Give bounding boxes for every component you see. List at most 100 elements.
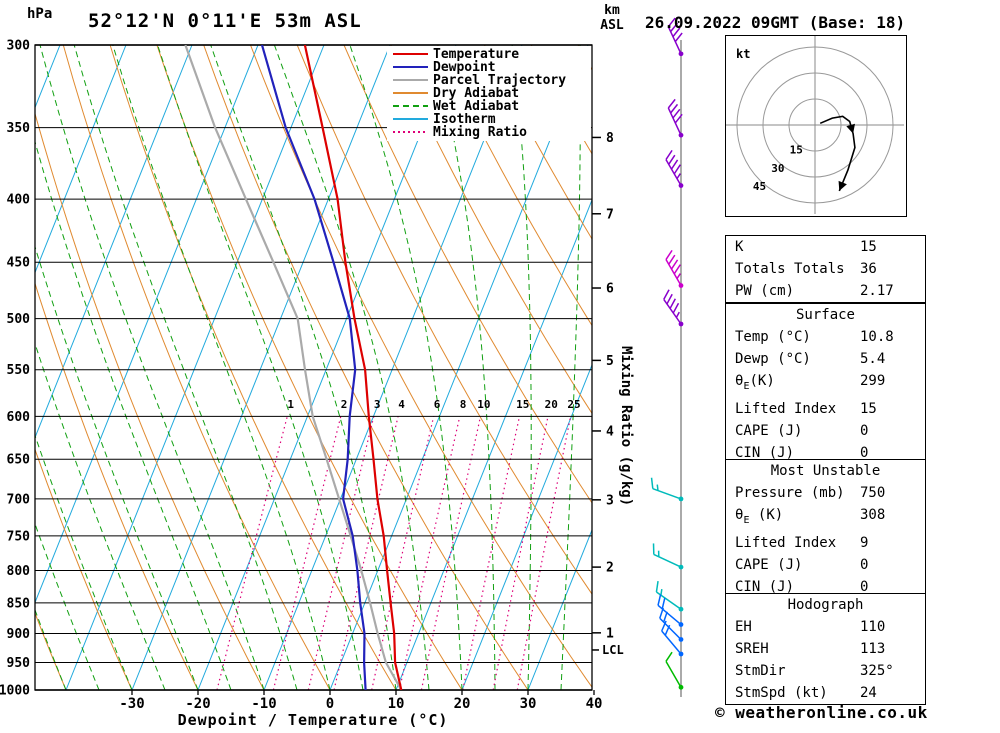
svg-text:15: 15 [790,143,803,156]
stat-label: CAPE (J) [735,556,803,573]
svg-text:20: 20 [545,398,558,411]
stat-value: 2.17 [860,283,894,299]
stat-value: 0 [860,578,869,595]
stat-value: 110 [860,619,886,635]
stat-label: StmDir [735,663,786,679]
wind-barbs [650,17,684,697]
svg-text:-10: -10 [251,696,276,712]
stat-value: 0 [860,556,869,573]
copyright: © weatheronline.co.uk [715,703,928,722]
sounding-curves [184,45,403,690]
svg-text:3: 3 [374,398,381,411]
stat-label: Temp (°C) [735,329,811,345]
stat-row: EH 110 [726,616,925,638]
svg-text:40: 40 [586,696,603,712]
hodograph-plot: 15 30 45 kt [726,36,904,214]
stat-value: 9 [860,534,869,551]
mixing-ratio-axis-label: Mixing Ratio (g/kg) [618,346,634,506]
stat-label: PW (cm) [735,283,795,299]
stat-label: Lifted Index [735,400,837,417]
curve-parcel-trajectory [184,45,403,690]
stat-label: θE(K) [735,373,775,392]
stat-value: 10.8 [860,329,894,345]
svg-text:Parcel Trajectory: Parcel Trajectory [433,73,566,88]
stat-value: 325° [860,663,894,679]
svg-text:Temperature: Temperature [433,47,519,62]
svg-text:-20: -20 [185,696,210,712]
svg-text:20: 20 [454,696,471,712]
svg-text:550: 550 [7,363,31,378]
hodograph-panel: 15 30 45 kt [725,35,907,217]
stat-row: CAPE (J) 0 [726,554,925,576]
svg-text:850: 850 [7,596,31,611]
svg-text:500: 500 [7,312,31,327]
stat-row: K 15 [726,236,925,258]
stat-value: 15 [860,239,877,255]
svg-text:300: 300 [7,39,31,54]
stat-table-title: Most Unstable [770,463,881,479]
svg-text:30: 30 [771,162,784,175]
svg-text:600: 600 [7,410,31,425]
svg-text:2: 2 [606,561,614,576]
stat-row: Temp (°C) 10.8 [726,326,925,348]
svg-text:2: 2 [341,398,348,411]
svg-text:800: 800 [7,564,31,579]
stat-value: 750 [860,485,886,501]
stat-label: SREH [735,641,769,657]
stat-table-title: Hodograph [787,597,864,613]
stat-label: Dewp (°C) [735,351,811,367]
stat-value: 113 [860,641,886,657]
svg-text:350: 350 [7,121,31,136]
svg-text:4: 4 [398,398,405,411]
x-axis-label: Dewpoint / Temperature (°C) [177,711,449,729]
svg-text:Dry Adiabat: Dry Adiabat [433,86,519,101]
stat-value: 15 [860,400,877,417]
svg-text:30: 30 [520,696,537,712]
curve-dewpoint [260,45,367,690]
svg-text:Mixing Ratio: Mixing Ratio [433,125,527,140]
svg-text:10: 10 [477,398,490,411]
stat-value: 0 [860,422,869,439]
stat-row: CIN (J) 0 [726,442,925,464]
stat-row: θE (K) 308 [726,504,925,532]
stat-row: CAPE (J) 0 [726,420,925,442]
stat-table-hodograph: Hodograph EH 110 SREH 113 StmDir 325° StmSpd (k… [725,593,926,705]
datetime-title: 26.09.2022 09GMT (Base: 18) [645,13,906,32]
stat-value: 5.4 [860,351,886,367]
stat-row: Dewp (°C) 5.4 [726,348,925,370]
svg-text:750: 750 [7,529,31,544]
stat-row: SREH 113 [726,638,925,660]
svg-text:700: 700 [7,492,31,507]
stat-table-surface: Surface Temp (°C) 10.8 Dewp (°C) 5.4 θE(K) 299… [725,303,926,465]
stat-row: Lifted Index 15 [726,398,925,420]
stat-table-title: Surface [795,307,855,323]
svg-text:15: 15 [516,398,529,411]
stat-label: StmSpd (kt) [735,685,828,701]
svg-text:5: 5 [606,354,614,369]
svg-text:450: 450 [7,256,31,271]
stat-value: 36 [860,261,877,277]
curve-temperature [303,45,403,690]
height-axis: 8 7 6 5 4 3 2 1 LCL [592,131,624,657]
svg-text:45: 45 [753,180,766,193]
stat-table-indices: K 15 Totals Totals 36 PW (cm) 2.17 [725,235,926,303]
stat-label: EH [735,619,752,635]
stat-label: θE (K) [735,507,784,526]
stat-row: CIN (J) 0 [726,576,925,598]
height-axis-unit: km ASL [592,3,632,33]
svg-text:1: 1 [287,398,294,411]
stat-value: 308 [860,507,886,523]
svg-text:25: 25 [567,398,580,411]
svg-text:650: 650 [7,453,31,468]
stat-label: CIN (J) [735,578,795,595]
svg-text:0: 0 [326,696,334,712]
svg-text:1: 1 [606,626,614,641]
temperature-axis: -30 -20 -10 0 10 20 30 40 [119,690,602,712]
stat-label: Pressure (mb) [735,485,845,501]
svg-text:1000: 1000 [0,684,30,699]
svg-text:Isotherm: Isotherm [433,112,496,127]
stat-label: K [735,239,744,255]
